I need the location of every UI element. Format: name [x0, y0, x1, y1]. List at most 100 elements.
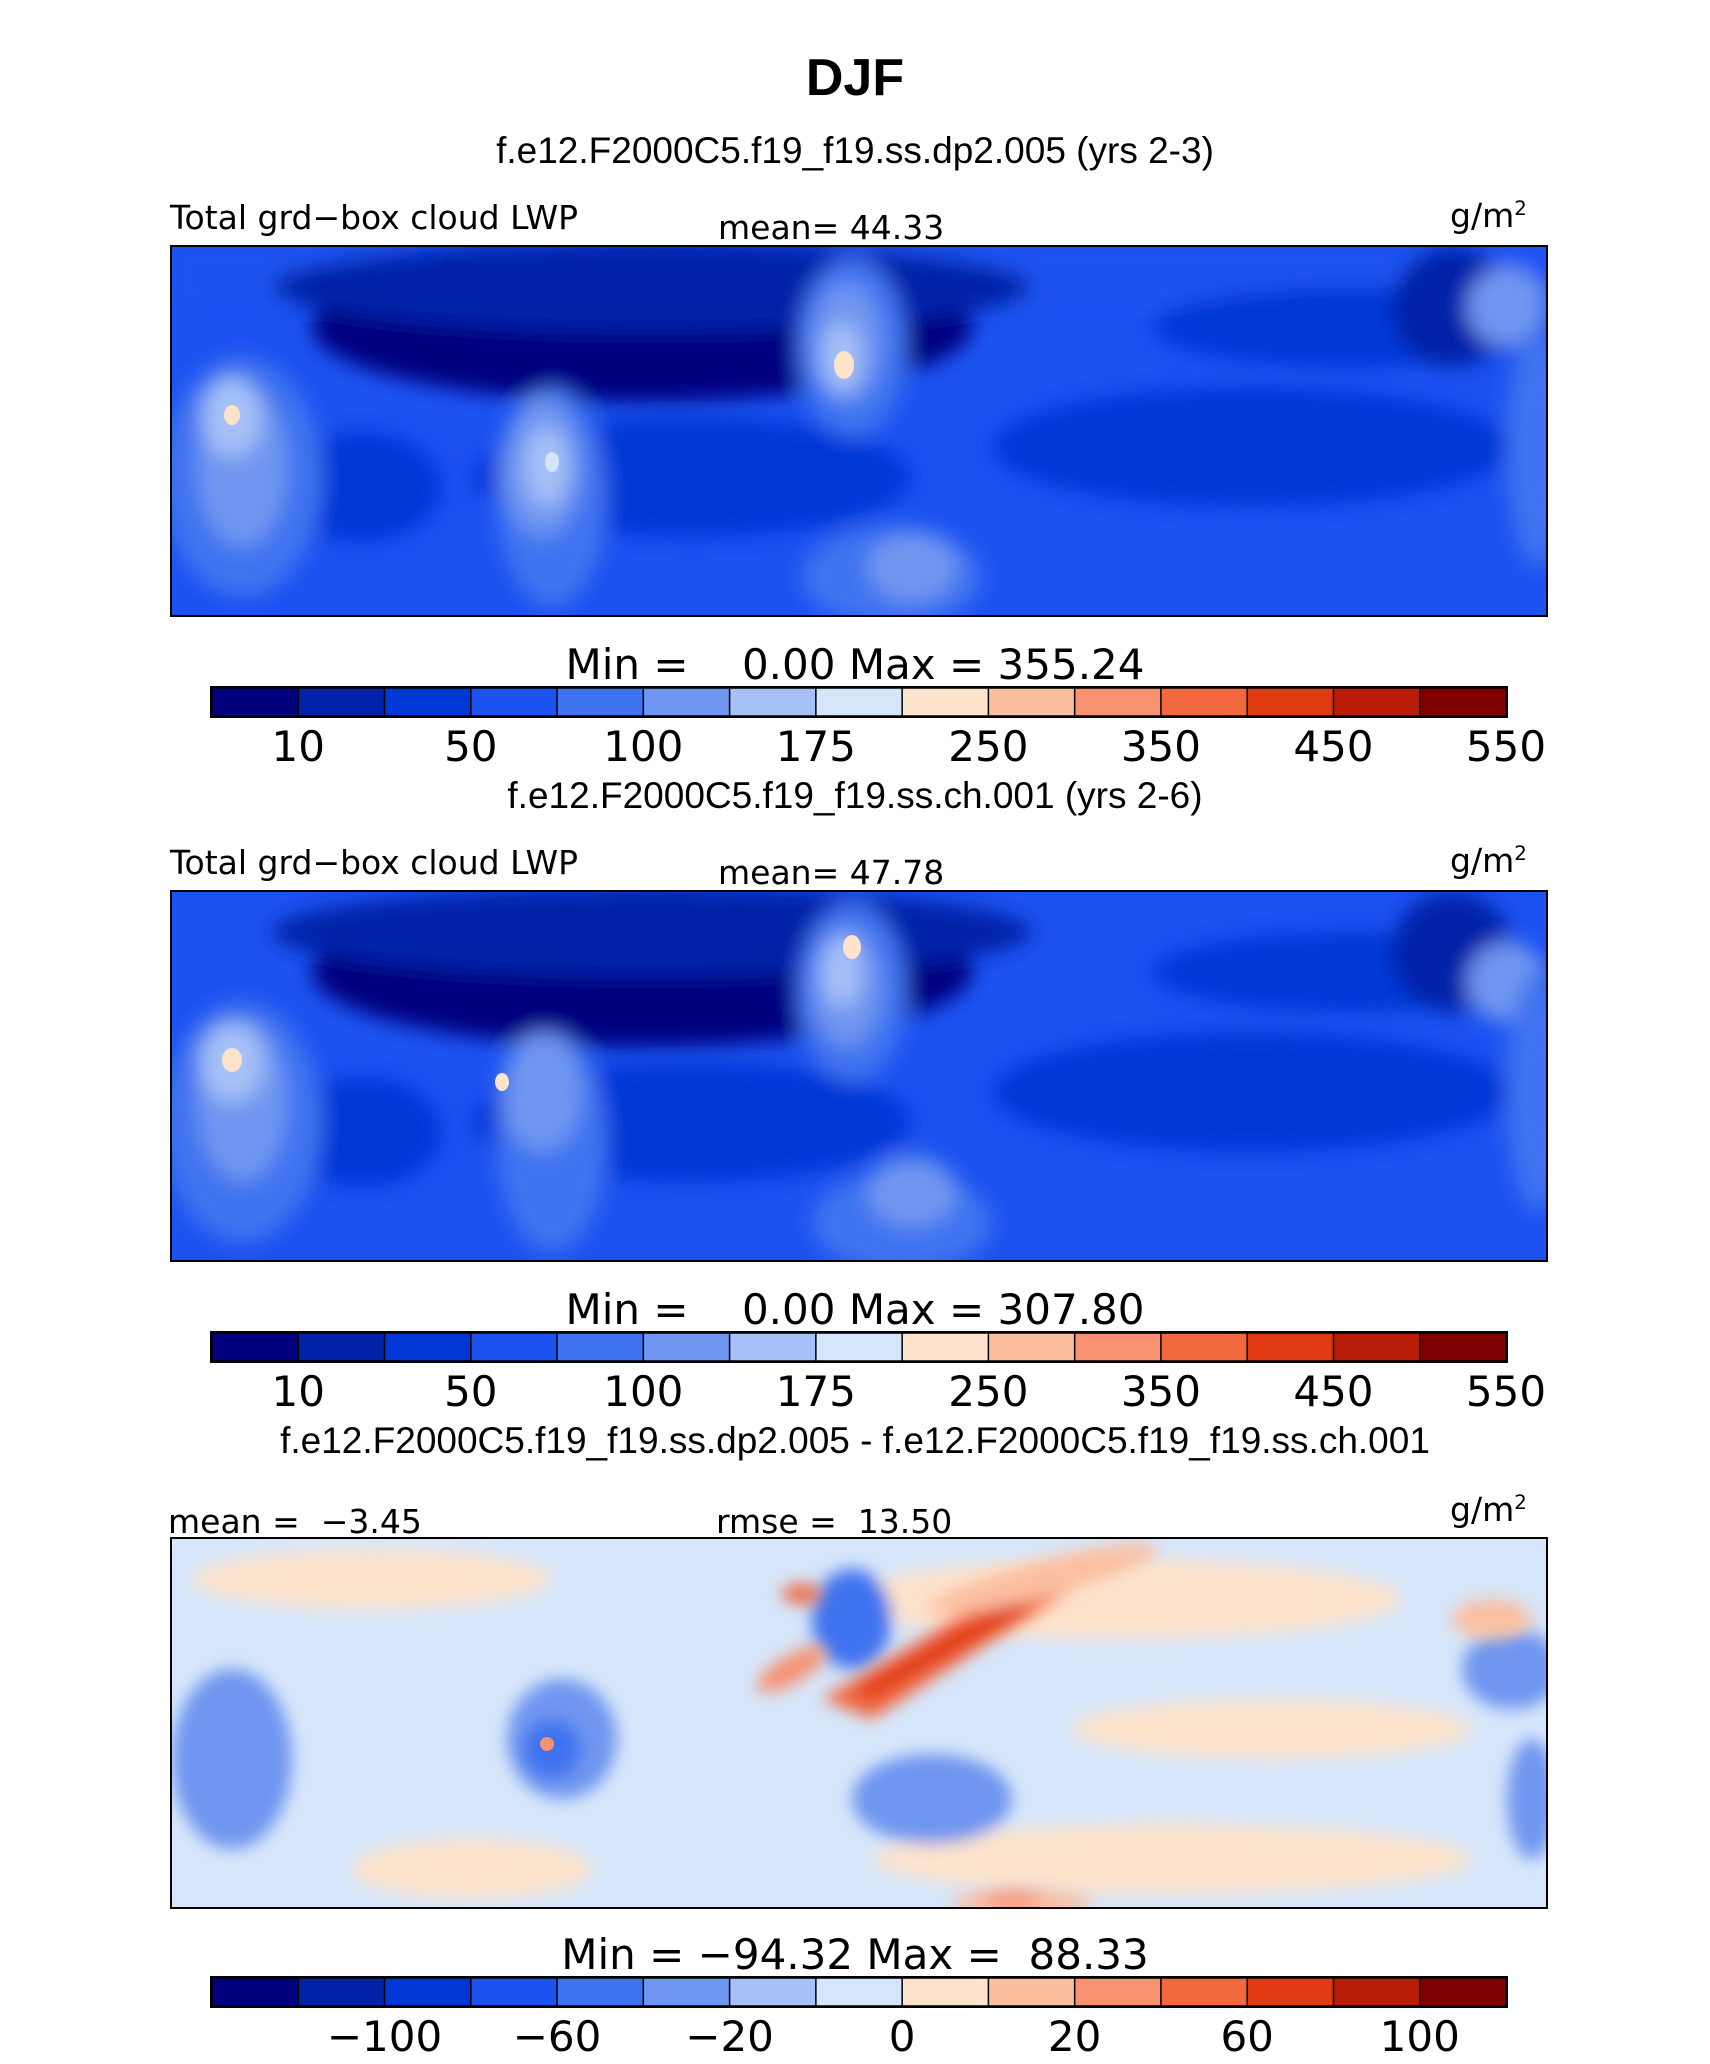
colorbar-tick-label: 100 [603, 722, 684, 771]
colorbar-box [556, 1332, 645, 1362]
colorbar-box [556, 1977, 645, 2007]
colorbar-box [1160, 1332, 1249, 1362]
figure-title: DJF [805, 49, 905, 107]
colorbar-box [297, 1977, 386, 2007]
panel-1-variable-label: Total grd−box cloud LWP [170, 198, 578, 237]
colorbar-box [901, 1332, 990, 1362]
colorbar-box [1073, 1332, 1163, 1362]
colorbar-box [1418, 1977, 1508, 2007]
colorbar-tick-label: 100 [603, 1367, 684, 1416]
colorbar-box [728, 687, 818, 717]
colorbar-box [211, 1977, 300, 2007]
colorbar-tick-label: 250 [948, 722, 1029, 771]
units-sup: 2 [1514, 842, 1527, 865]
colorbar-tick-label: 0 [888, 2012, 916, 2061]
colorbar-tick-label: 175 [775, 1367, 856, 1416]
panel-2-subtitle: f.e12.F2000C5.f19_f19.ss.ch.001 (yrs 2-6… [507, 775, 1203, 816]
colorbar-box [1073, 687, 1163, 717]
panel-3-colorbar-boxes [211, 1977, 1508, 2007]
panel-3-mean-label: mean = −3.45 [168, 1502, 422, 1541]
colorbar-box [470, 1977, 559, 2007]
colorbar-box [1073, 1977, 1163, 2007]
colorbar-box [297, 687, 386, 717]
colorbar-tick-label: 450 [1293, 722, 1374, 771]
panel-2-stats: Min = 0.00 Max = 307.80 [565, 1285, 1145, 1334]
colorbar-box [1332, 1332, 1421, 1362]
colorbar-box [987, 1332, 1076, 1362]
colorbar-tick-label: 50 [444, 1367, 498, 1416]
colorbar-box [642, 1977, 731, 2007]
colorbar-tick-label: 350 [1120, 1367, 1202, 1416]
colorbar-box [901, 687, 990, 717]
panel-3-map-field [172, 1543, 1546, 1907]
panel-1-map [170, 245, 1548, 617]
colorbar-box [728, 1977, 818, 2007]
colorbar-tick-label: 60 [1220, 2012, 1274, 2061]
panel-2-map-field [172, 892, 1546, 1260]
panel-3-map [170, 1537, 1548, 1909]
colorbar-box [211, 1332, 300, 1362]
colorbar-tick-label: 250 [948, 1367, 1029, 1416]
colorbar-box [987, 1977, 1076, 2007]
panel-2-colorbar-boxes [211, 1332, 1508, 1362]
panel-2-colorbar [210, 1331, 1508, 1363]
panel-3-rmse-label: rmse = 13.50 [716, 1502, 953, 1541]
colorbar-box [1160, 1977, 1249, 2007]
panel-1-subtitle: f.e12.F2000C5.f19_f19.ss.dp2.005 (yrs 2-… [496, 130, 1214, 171]
colorbar-box [470, 1332, 559, 1362]
colorbar-box [1160, 687, 1249, 717]
panel-1-colorbar [210, 686, 1508, 718]
colorbar-box [987, 687, 1076, 717]
colorbar-tick-label: 175 [775, 722, 856, 771]
colorbar-box [1246, 1332, 1335, 1362]
colorbar-tick-label: −60 [512, 2012, 602, 2061]
panel-1-map-field [172, 247, 1546, 615]
units-text: g/m [1450, 1490, 1515, 1529]
panel-2-units-label: g/m2 [1450, 841, 1527, 880]
colorbar-box [1246, 687, 1335, 717]
panel-1-mean-label: mean= 44.33 [718, 208, 945, 247]
colorbar-box [383, 1332, 473, 1362]
panel-3-colorbar [210, 1976, 1508, 2008]
panel-2-variable-label: Total grd−box cloud LWP [170, 843, 578, 882]
colorbar-box [383, 687, 473, 717]
colorbar-tick-label: 350 [1120, 722, 1202, 771]
panel-1-units-label: g/m2 [1450, 196, 1527, 235]
colorbar-box [642, 687, 731, 717]
colorbar-tick-label: 450 [1293, 1367, 1374, 1416]
panel-3-stats: Min = −94.32 Max = 88.33 [561, 1930, 1149, 1979]
units-sup: 2 [1514, 1491, 1527, 1514]
colorbar-box [1246, 1977, 1335, 2007]
colorbar-tick-label: 550 [1465, 722, 1547, 771]
panel-2-mean-label: mean= 47.78 [718, 853, 945, 892]
units-text: g/m [1450, 196, 1515, 235]
colorbar-tick-label: 10 [271, 722, 325, 771]
colorbar-tick-label: 100 [1379, 2012, 1460, 2061]
colorbar-box [815, 1977, 904, 2007]
colorbar-tick-label: 550 [1465, 1367, 1547, 1416]
colorbar-box [1332, 687, 1421, 717]
panel-1-stats: Min = 0.00 Max = 355.24 [565, 640, 1145, 689]
units-sup: 2 [1514, 197, 1527, 220]
colorbar-box [470, 687, 559, 717]
colorbar-tick-label: −20 [685, 2012, 774, 2061]
colorbar-tick-label: 10 [271, 1367, 325, 1416]
colorbar-box [728, 1332, 818, 1362]
colorbar-box [1418, 1332, 1508, 1362]
colorbar-box [383, 1977, 473, 2007]
colorbar-box [815, 1332, 904, 1362]
panel-2-map [170, 890, 1548, 1262]
units-text: g/m [1450, 841, 1515, 880]
colorbar-box [1418, 687, 1508, 717]
colorbar-box [642, 1332, 731, 1362]
colorbar-box [211, 687, 300, 717]
panel-3-subtitle: f.e12.F2000C5.f19_f19.ss.dp2.005 - f.e12… [280, 1420, 1430, 1461]
colorbar-box [1332, 1977, 1421, 2007]
panel-3-units-label: g/m2 [1450, 1490, 1527, 1529]
colorbar-box [556, 687, 645, 717]
colorbar-tick-label: −100 [326, 2012, 443, 2061]
colorbar-tick-label: 50 [444, 722, 498, 771]
colorbar-box [901, 1977, 990, 2007]
colorbar-box [815, 687, 904, 717]
colorbar-tick-label: 20 [1047, 2012, 1102, 2061]
